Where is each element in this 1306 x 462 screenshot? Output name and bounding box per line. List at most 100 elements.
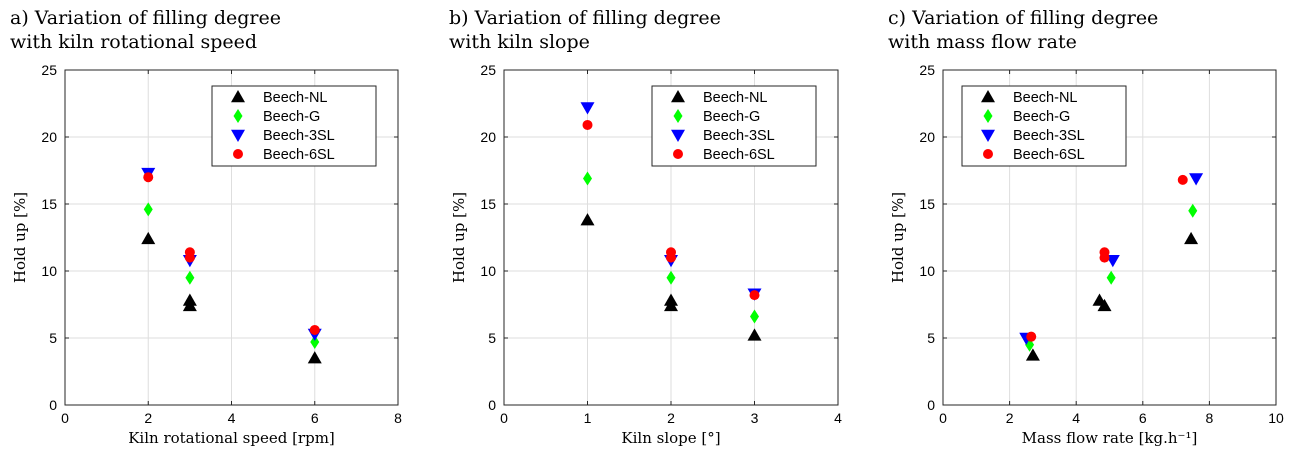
data-point [749, 290, 760, 301]
y-axis-label: Hold up [%] [11, 192, 29, 283]
legend-entry: Beech-NL [1013, 90, 1077, 106]
x-tick-label: 8 [394, 410, 402, 426]
x-tick-label: 4 [228, 410, 236, 426]
legend-marker [671, 129, 685, 142]
legend-marker [231, 129, 245, 142]
y-axis-label: Hold up [%] [889, 192, 907, 283]
data-point [1188, 203, 1198, 218]
data-point [1025, 348, 1040, 361]
data-point [666, 252, 676, 263]
data-point [582, 119, 593, 130]
y-tick-label: 0 [927, 397, 935, 413]
legend-marker [983, 109, 993, 123]
x-axis-label: Kiln slope [°] [621, 429, 720, 447]
y-tick-label: 20 [919, 129, 935, 145]
y-tick-label: 0 [49, 397, 57, 413]
y-tick-label: 15 [41, 196, 57, 212]
data-point [309, 324, 320, 335]
legend-marker [673, 109, 683, 123]
x-tick-label: 1 [584, 410, 592, 426]
series-beech-6sl [143, 172, 320, 335]
data-point [185, 270, 195, 285]
x-axis-label: Kiln rotational speed [rpm] [128, 429, 335, 447]
series-beech-g [143, 202, 320, 350]
chart-title-line: c) Variation of filling degree [888, 7, 1158, 29]
legend: Beech-NL Beech-G Beech-3SL Beech-6SL [961, 85, 1127, 167]
legend-marker [231, 90, 245, 103]
y-tick-label: 25 [919, 62, 935, 78]
chart-title-line: a) Variation of filling degree [10, 7, 281, 29]
data-point [1177, 174, 1188, 185]
y-tick-label: 15 [480, 196, 496, 212]
data-point [184, 252, 195, 263]
data-point [143, 172, 154, 183]
legend-entry: Beech-6SL [263, 147, 335, 163]
series-beech-nl [141, 231, 322, 364]
legend-marker [233, 109, 243, 123]
x-tick-label: 4 [1072, 410, 1080, 426]
y-tick-label: 25 [41, 62, 57, 78]
legend-marker [981, 90, 995, 103]
legend: Beech-NL Beech-G Beech-3SL Beech-6SL [211, 85, 377, 167]
x-tick-label: 8 [1206, 410, 1214, 426]
legend-entry: Beech-3SL [703, 128, 775, 144]
data-point [580, 102, 595, 115]
legend-entry: Beech-3SL [1013, 128, 1085, 144]
chart-title-line: with kiln rotational speed [10, 31, 257, 53]
data-point [1026, 331, 1037, 342]
legend-marker [983, 149, 993, 159]
data-point [664, 298, 678, 312]
data-point [666, 270, 676, 285]
chart-title-line: with kiln slope [449, 31, 590, 53]
legend-marker [673, 149, 683, 159]
legend-marker [671, 90, 685, 103]
data-point [307, 351, 322, 364]
data-point [310, 335, 320, 350]
data-point [1106, 270, 1116, 285]
y-tick-label: 10 [480, 263, 496, 279]
legend-entry: Beech-G [1013, 109, 1070, 125]
series-beech-nl [1025, 231, 1199, 361]
legend-entry: Beech-6SL [703, 147, 775, 163]
chart-panel-3: 0 2 4 6 8 10 0 5 10 15 20 25 Mass flow rate [kg.h⁻¹]… [888, 7, 1284, 447]
x-tick-label: 6 [1139, 410, 1147, 426]
x-tick-label: 6 [311, 410, 319, 426]
data-point [182, 298, 197, 312]
x-tick-label: 2 [144, 410, 152, 426]
y-tick-label: 5 [49, 330, 57, 346]
legend: Beech-NL Beech-G Beech-3SL Beech-6SL [651, 85, 817, 167]
x-tick-label: 2 [667, 410, 675, 426]
chart-panel-2: 0 1 2 3 4 0 5 10 15 20 25 Kiln slope [°] Hold up [%]… [449, 7, 842, 447]
y-tick-label: 5 [488, 330, 496, 346]
legend-entry: Beech-3SL [263, 128, 335, 144]
legend-entry: Beech-6SL [1013, 147, 1085, 163]
data-point [1184, 231, 1199, 245]
legend-marker [981, 129, 995, 142]
data-point [1097, 298, 1112, 312]
series-beech-6sl [1026, 174, 1188, 342]
chart-panel-1: 0 2 4 6 8 0 5 10 15 20 25 Kiln rotational speed [rp… [10, 7, 402, 447]
axes-frame [942, 69, 1277, 406]
x-tick-label: 3 [751, 410, 759, 426]
y-tick-label: 0 [488, 397, 496, 413]
data-point [141, 231, 156, 245]
legend-entry: Beech-G [263, 109, 320, 125]
data-point [750, 309, 759, 324]
legend-marker [233, 149, 243, 159]
data-point [1189, 173, 1204, 186]
x-tick-label: 2 [1006, 410, 1014, 426]
y-tick-label: 10 [41, 263, 57, 279]
series-beech-6sl [582, 119, 760, 301]
x-tick-label: 4 [834, 410, 842, 426]
data-point [583, 171, 592, 186]
x-tick-label: 0 [61, 410, 69, 426]
y-tick-label: 25 [480, 62, 496, 78]
y-tick-label: 20 [41, 129, 57, 145]
y-tick-label: 10 [919, 263, 935, 279]
y-tick-label: 20 [480, 129, 496, 145]
x-tick-label: 10 [1268, 410, 1284, 426]
data-point [1099, 252, 1110, 263]
y-tick-label: 5 [927, 330, 935, 346]
data-point [747, 328, 762, 341]
